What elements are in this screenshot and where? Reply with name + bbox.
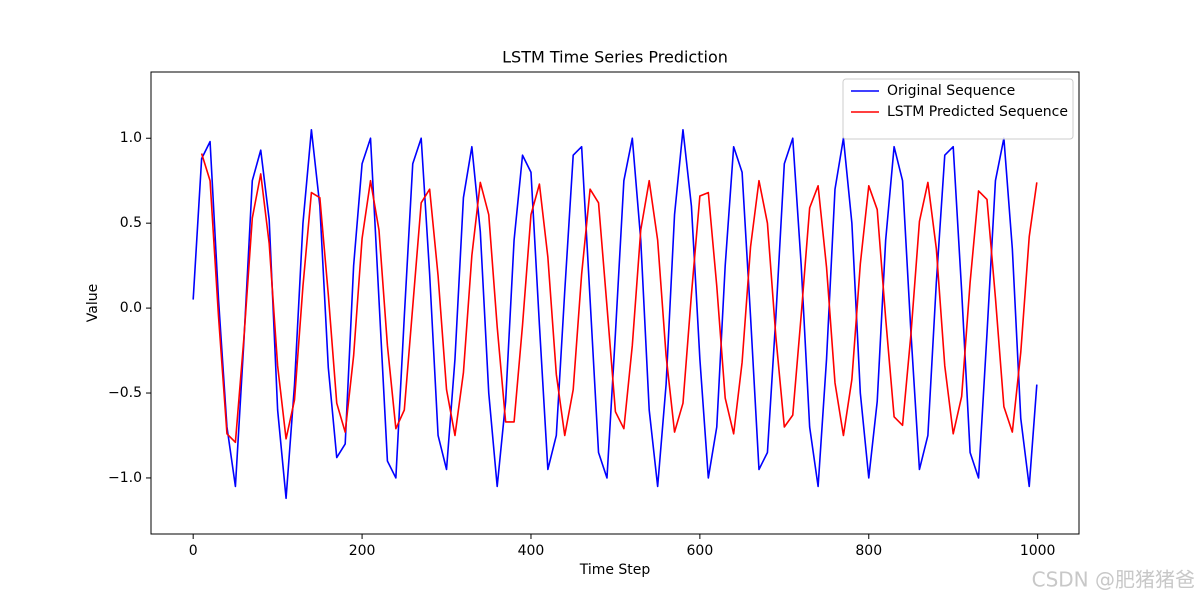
watermark: CSDN @肥猪猪爸 (1032, 568, 1195, 592)
legend-label: LSTM Predicted Sequence (887, 104, 1068, 120)
x-tick-label: 0 (189, 543, 198, 559)
x-tick-label: 400 (518, 543, 545, 559)
series-line (192, 128, 1038, 500)
y-tick-label: 1.0 (120, 130, 142, 146)
plot-frame (150, 71, 1080, 535)
y-tick-label: −0.5 (108, 385, 142, 401)
legend-box (842, 78, 1074, 140)
x-axis-label: Time Step (579, 562, 651, 578)
x-tick-label: 800 (855, 543, 882, 559)
x-tick-label: 600 (687, 543, 714, 559)
x-tick-label: 1000 (1020, 543, 1056, 559)
y-tick-label: 0.5 (120, 215, 142, 231)
chart-title: LSTM Time Series Prediction (502, 48, 728, 67)
series-line (200, 153, 1038, 444)
y-tick-label: 0.0 (120, 300, 142, 316)
y-tick-label: −1.0 (108, 470, 142, 486)
y-axis-label: Value (85, 284, 101, 322)
x-tick-label: 200 (349, 543, 376, 559)
legend-label: Original Sequence (887, 83, 1015, 99)
